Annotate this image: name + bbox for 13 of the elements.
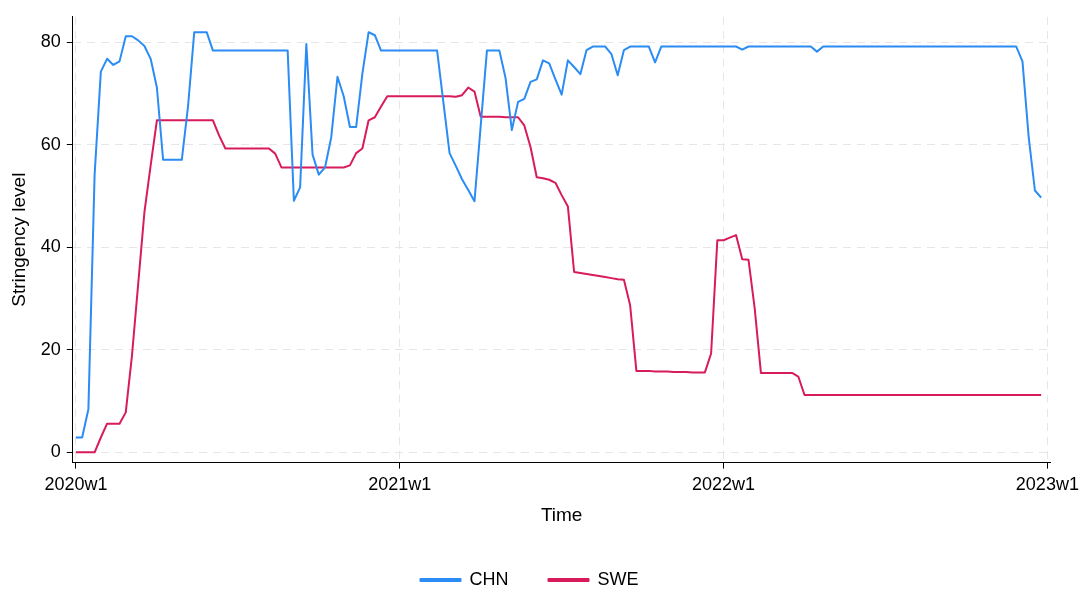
y-axis-title: Stringency level — [7, 172, 29, 307]
legend-label: SWE — [597, 568, 639, 589]
x-tick-label: 2023w1 — [1015, 474, 1079, 495]
x-axis-title: Time — [540, 503, 583, 525]
legend-label: CHN — [469, 568, 509, 589]
x-tick-label: 2020w1 — [44, 474, 108, 495]
y-tick-label: 80 — [40, 31, 61, 52]
y-tick-label: 40 — [40, 236, 61, 257]
x-tick-label: 2022w1 — [692, 474, 756, 495]
y-tick-label: 20 — [40, 338, 61, 359]
y-tick-label: 60 — [40, 133, 61, 154]
x-tick-label: 2021w1 — [368, 474, 432, 495]
y-tick-label: 0 — [50, 441, 61, 462]
